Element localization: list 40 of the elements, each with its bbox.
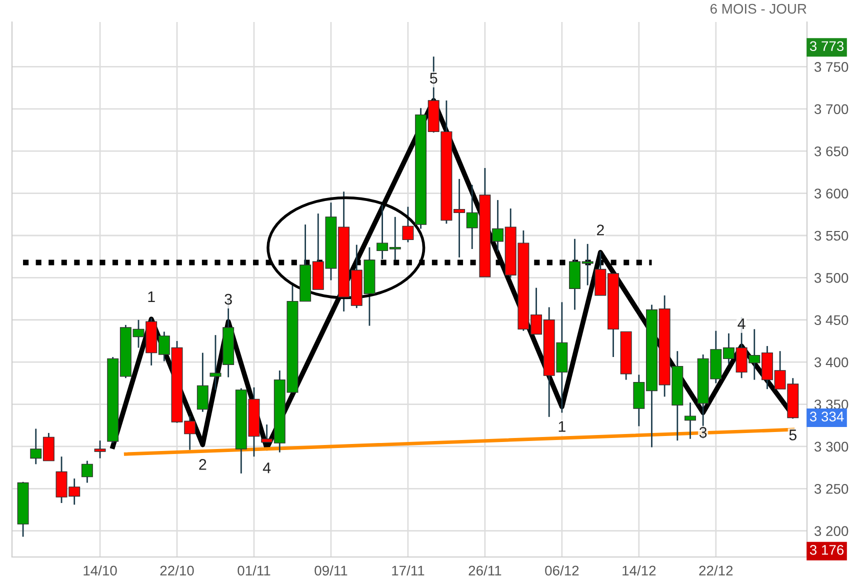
annotation: 2 — [199, 459, 206, 470]
x-tick-label: 26/11 — [468, 565, 502, 576]
y-tick-label: 3 250 — [814, 484, 848, 494]
candlestick — [196, 352, 208, 413]
x-tick-label: 14/10 — [84, 565, 117, 576]
x-tick-label: 17/11 — [392, 565, 424, 576]
y-tick-label: 3 750 — [814, 62, 848, 72]
y-tick-label: 3 650 — [814, 146, 848, 156]
y-tick-label: 3 500 — [814, 273, 848, 283]
candlestick — [684, 402, 696, 440]
annotation: 4 — [262, 462, 271, 474]
candlestick — [94, 440, 106, 459]
annotation: 3 — [699, 426, 707, 438]
y-tick-label: 3 450 — [814, 315, 848, 326]
annotation: 4 — [738, 318, 746, 329]
annotation: 2 — [596, 224, 604, 236]
x-tick-label: 06/12 — [545, 565, 579, 576]
y-tick-label: 3 300 — [814, 442, 848, 452]
annotation: 3 — [224, 294, 232, 305]
y-tick-label: 3 550 — [814, 230, 848, 241]
candlestick — [402, 206, 414, 243]
annotation: 5 — [789, 430, 796, 440]
annotation: 3 773 — [810, 41, 844, 52]
y-tick-label: 3 200 — [814, 526, 848, 536]
x-tick-label: 22/10 — [160, 565, 194, 576]
y-tick-label: 3 700 — [814, 104, 848, 114]
annotation: 1 — [558, 421, 566, 432]
annotation: 3 334 — [810, 412, 844, 422]
x-tick-label: 22/12 — [699, 565, 733, 576]
y-tick-label: 3 400 — [814, 357, 848, 368]
text: 6 MOIS - JOUR — [710, 4, 806, 14]
x-tick-label: 09/11 — [314, 565, 348, 576]
annotation: 5 — [430, 72, 438, 84]
annotation: 3 176 — [810, 544, 844, 555]
candlestick — [81, 460, 93, 484]
y-tick-label: 3 600 — [814, 188, 848, 198]
candlestick — [210, 334, 222, 391]
x-tick-label: 14/12 — [622, 565, 656, 576]
annotation: 1 — [148, 291, 155, 302]
x-tick-label: 01/11 — [238, 565, 270, 576]
